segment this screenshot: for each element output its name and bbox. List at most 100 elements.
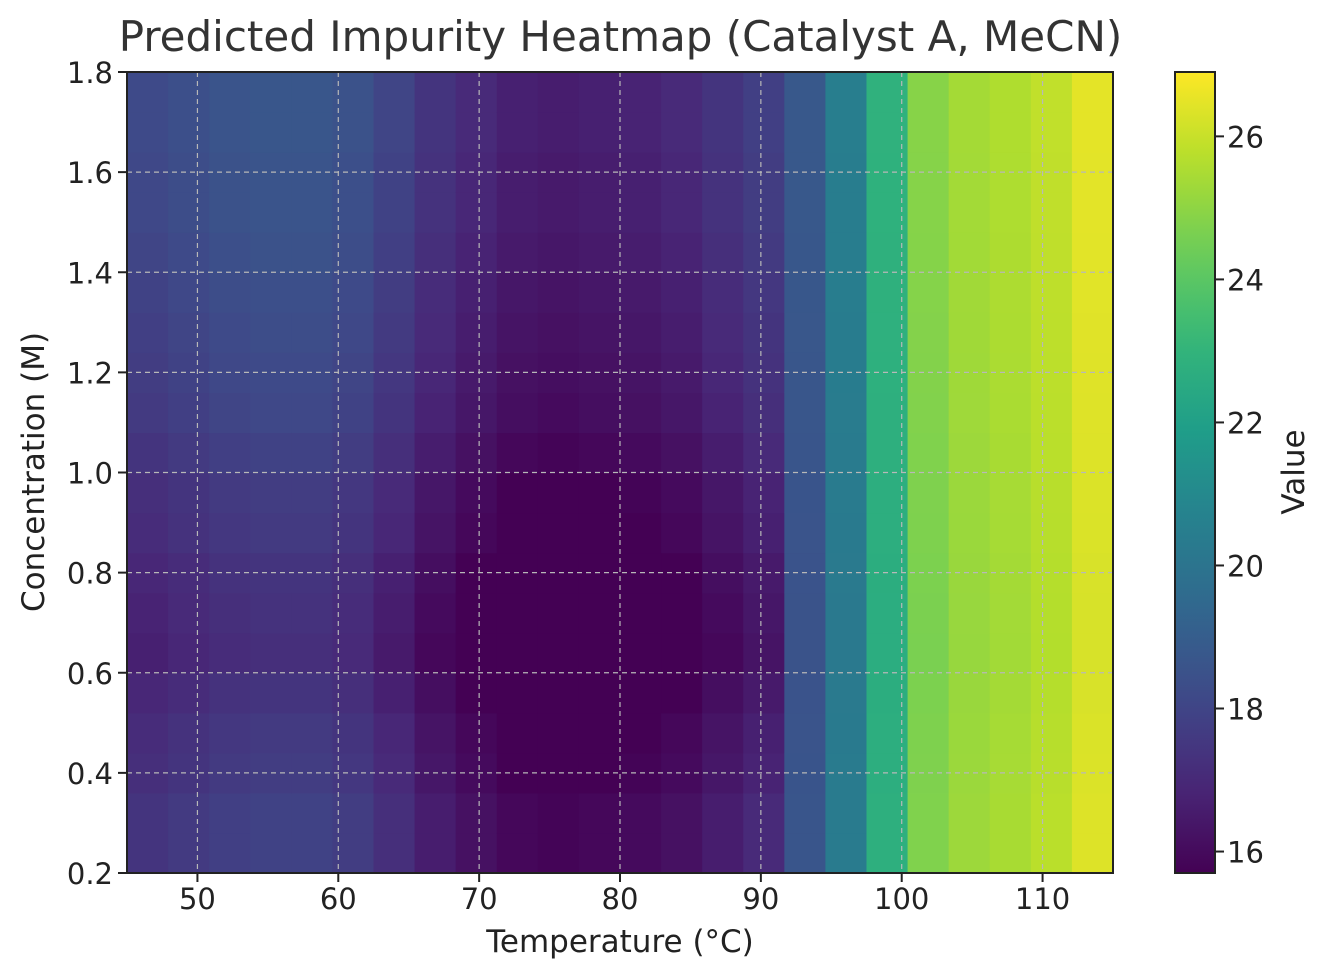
y-tick-label: 0.8 <box>67 557 113 591</box>
heatmap-cell <box>784 712 827 754</box>
heatmap-cell <box>907 512 950 554</box>
heatmap-cell <box>784 512 827 554</box>
heatmap-cell <box>825 392 868 434</box>
heatmap-cell <box>209 272 251 313</box>
heatmap-cell <box>373 512 416 554</box>
heatmap-cell <box>948 72 991 113</box>
heatmap-cell <box>127 392 169 434</box>
heatmap-cell <box>907 592 950 634</box>
heatmap-cell <box>373 632 416 674</box>
heatmap-cell <box>127 72 169 113</box>
heatmap-cell <box>250 632 292 674</box>
x-tick-label: 100 <box>874 882 929 916</box>
heatmap-cell <box>1030 592 1073 634</box>
heatmap-cell <box>825 72 868 113</box>
colorbar-ticks: 16 18 20 22 24 26 <box>1215 120 1264 870</box>
heatmap-cell <box>209 312 251 353</box>
heatmap-cell <box>209 712 251 754</box>
heatmap-cell <box>250 272 292 313</box>
heatmap-cell <box>537 432 580 474</box>
heatmap-cell <box>537 632 580 674</box>
x-tick-label: 110 <box>1015 882 1070 916</box>
x-tick-label: 90 <box>742 882 779 916</box>
heatmap-cell <box>496 712 539 754</box>
heatmap-cell <box>620 832 662 874</box>
heatmap-cell <box>127 232 169 273</box>
heatmap-cell <box>907 472 950 514</box>
heatmap-cell <box>948 672 991 714</box>
heatmap-cell <box>620 512 662 554</box>
heatmap-cell <box>661 632 703 674</box>
heatmap-cell <box>948 832 991 874</box>
heatmap-cell <box>907 632 950 674</box>
heatmap-cell <box>332 472 375 514</box>
heatmap-cell <box>661 592 703 634</box>
heatmap-cell <box>168 632 210 674</box>
heatmap-cell <box>784 632 827 674</box>
heatmap-cell <box>168 792 210 834</box>
heatmap-cell <box>661 272 703 313</box>
heatmap-cell <box>291 112 334 153</box>
heatmap-cell <box>784 792 827 834</box>
heatmap-cell <box>209 432 251 474</box>
heatmap-cell <box>784 672 827 714</box>
heatmap-cell <box>989 832 1032 874</box>
heatmap-cell <box>743 832 785 874</box>
heatmap-cell <box>578 192 621 233</box>
heatmap-cell <box>1030 312 1073 353</box>
heatmap-cell <box>1030 232 1073 273</box>
heatmap-cell <box>414 512 457 554</box>
heatmap-cell <box>455 192 498 233</box>
heatmap-cell <box>127 112 169 153</box>
heatmap-cell <box>1030 192 1073 233</box>
heatmap-cell <box>168 112 210 153</box>
heatmap-cell <box>168 832 210 874</box>
heatmap-cell <box>168 712 210 754</box>
heatmap-cell <box>825 272 868 313</box>
heatmap-cell <box>620 712 662 754</box>
heatmap-cell <box>373 712 416 754</box>
heatmap-cell <box>784 392 827 434</box>
heatmap-cell <box>250 712 292 754</box>
heatmap-cell <box>620 232 662 273</box>
heatmap-cell <box>455 472 498 514</box>
heatmap-cell <box>1030 632 1073 674</box>
heatmap-cell <box>127 512 169 554</box>
heatmap-cell <box>1030 672 1073 714</box>
heatmap-cell <box>702 432 744 474</box>
heatmap-cell <box>414 112 457 153</box>
heatmap-cell <box>702 472 744 514</box>
heatmap-cell <box>209 112 251 153</box>
heatmap-cell <box>661 392 703 434</box>
heatmap-cell <box>702 712 744 754</box>
heatmap-cell <box>620 472 662 514</box>
heatmap-cell <box>168 312 210 353</box>
heatmap-cell <box>743 72 785 113</box>
heatmap-cell <box>661 312 703 353</box>
heatmap-cell <box>332 792 375 834</box>
heatmap-cell <box>1071 272 1114 313</box>
heatmap-cell <box>661 72 703 113</box>
heatmap-cell <box>373 232 416 273</box>
heatmap-cell <box>496 272 539 313</box>
heatmap-cell <box>291 512 334 554</box>
heatmap-cell <box>743 632 785 674</box>
heatmap-cell <box>948 792 991 834</box>
heatmap-cell <box>620 792 662 834</box>
heatmap-cell <box>455 832 498 874</box>
heatmap-cell <box>455 512 498 554</box>
y-tick-label: 1.0 <box>67 457 113 491</box>
chart-title: Predicted Impurity Heatmap (Catalyst A, … <box>118 12 1123 61</box>
heatmap-cell <box>250 832 292 874</box>
heatmap-cell <box>1071 792 1114 834</box>
heatmap-cell <box>455 672 498 714</box>
heatmap-cell <box>948 512 991 554</box>
x-axis-ticks: 50 60 70 80 90 100 110 <box>179 873 1070 916</box>
heatmap-cell <box>743 792 785 834</box>
heatmap-cell <box>414 792 457 834</box>
heatmap-cell <box>1071 632 1114 674</box>
heatmap-cell <box>291 792 334 834</box>
heatmap-cell <box>291 832 334 874</box>
heatmap-cell <box>1071 672 1114 714</box>
heatmap-cell <box>209 592 251 634</box>
